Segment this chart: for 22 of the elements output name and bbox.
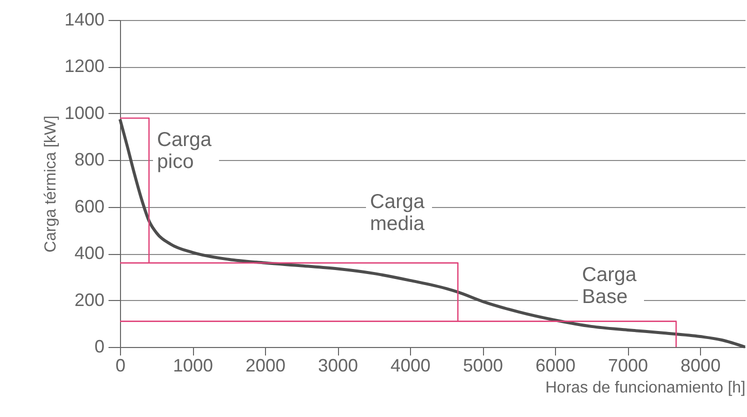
x-tick-label: 4000	[390, 356, 431, 376]
x-tick-label: 0	[115, 356, 126, 376]
y-tick-label: 800	[74, 150, 104, 170]
y-tick-label: 1400	[64, 10, 104, 30]
x-tick-label: 7000	[608, 356, 648, 376]
x-tick-label: 3000	[318, 356, 358, 376]
x-axis-title: Horas de funcionamiento [h]	[545, 380, 746, 396]
y-tick-label: 200	[74, 290, 104, 310]
y-tick-label: 600	[74, 196, 104, 216]
x-tick-label: 6000	[536, 356, 576, 376]
y-tick-label: 400	[74, 243, 104, 264]
y-tick-label: 1000	[64, 102, 104, 123]
annotation: Carga Base	[582, 264, 638, 308]
x-tick-label: 8000	[680, 356, 721, 376]
y-axis-title: Carga térmica [kW]	[42, 116, 60, 252]
x-tick-label: 5000	[463, 356, 504, 376]
x-tick-label: 2000	[245, 356, 286, 376]
annotation: Carga pico	[157, 129, 212, 173]
annotation: Carga media	[370, 191, 426, 235]
x-tick-label: 1000	[172, 356, 214, 376]
y-tick-label: 1200	[64, 56, 104, 76]
y-tick-label: 0	[94, 336, 104, 356]
